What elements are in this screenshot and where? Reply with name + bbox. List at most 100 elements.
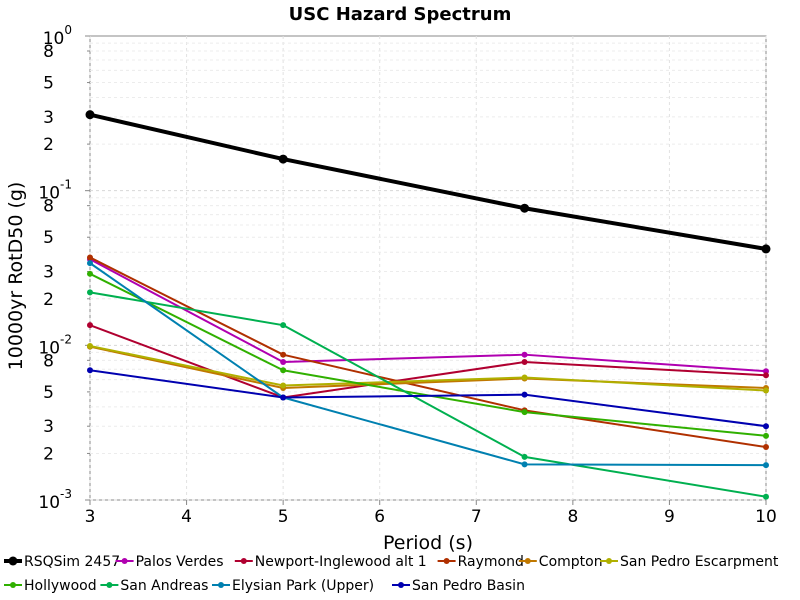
legend-item: San Pedro Basin: [392, 578, 525, 594]
series-line-2: [89, 324, 767, 399]
data-point: [280, 382, 287, 389]
data-point: [87, 254, 93, 261]
data-point: [520, 203, 530, 213]
data-point: [521, 359, 528, 366]
y-minor-tick-label: 3: [43, 108, 54, 128]
data-point: [763, 462, 769, 469]
data-point: [521, 409, 528, 416]
legend-label: San Andreas: [120, 578, 208, 594]
legend-item: RSQSim 2457: [4, 554, 120, 570]
data-point: [521, 374, 528, 381]
y-minor-tick-label: 8: [43, 351, 54, 371]
legend-label: San Pedro Escarpment: [620, 554, 779, 570]
series-layer: [85, 110, 771, 500]
legend-item: Elysian Park (Upper): [212, 578, 374, 594]
data-point: [521, 351, 528, 358]
legend-label: San Pedro Basin: [412, 578, 525, 594]
y-tick-exponent: 0: [64, 23, 72, 37]
y-axis-label: 10000yr RotD50 (g): [5, 182, 27, 371]
legend-marker: [606, 558, 612, 564]
legend-item: San Andreas: [100, 578, 208, 594]
y-tick-exponent: -1: [60, 178, 72, 192]
data-point: [521, 461, 528, 468]
data-point: [280, 367, 287, 374]
legend-marker: [121, 558, 128, 564]
legend-label: Raymond: [458, 554, 524, 570]
y-major-tick-label: 10-3: [38, 487, 72, 513]
data-point: [280, 394, 287, 401]
x-tick-label: 3: [85, 507, 96, 527]
x-tick-label: 8: [567, 507, 578, 527]
chart-title: USC Hazard Spectrum: [289, 4, 512, 25]
y-tick-base: 10: [38, 493, 60, 513]
legend-item: Hollywood: [4, 578, 97, 594]
data-point: [278, 154, 288, 164]
y-minor-tick-label: 5: [43, 74, 54, 94]
y-minor-tick-label: 3: [43, 263, 54, 283]
data-point: [521, 391, 528, 398]
data-point: [87, 322, 93, 329]
y-tick-base: 10: [38, 338, 60, 358]
y-major-tick-label: 10-1: [38, 178, 72, 204]
y-minor-tick-label: 5: [43, 383, 54, 403]
legend-item: San Pedro Escarpment: [600, 554, 779, 570]
x-axis-ticks: 3 4 5 6 7 8 9 10: [85, 500, 777, 527]
legend-marker: [524, 558, 531, 564]
x-tick-label: 4: [181, 507, 192, 527]
data-point: [280, 351, 287, 358]
legend-marker: [398, 582, 404, 588]
legend-label: Compton: [539, 554, 603, 570]
y-minor-tick-label: 2: [43, 290, 54, 310]
data-point: [87, 343, 93, 350]
series-line-7: [89, 291, 767, 498]
y-tick-base: 10: [43, 29, 65, 49]
x-tick-label: 5: [278, 507, 289, 527]
y-minor-tick-label: 3: [43, 417, 54, 437]
y-minor-tick-label: 2: [43, 135, 54, 155]
data-point: [763, 493, 769, 500]
grid-lines: [89, 36, 767, 501]
y-minor-tick-label: 2: [43, 444, 54, 464]
data-point: [280, 322, 287, 329]
legend-marker: [106, 582, 113, 588]
series-line-8: [89, 262, 767, 467]
x-tick-label: 10: [755, 507, 777, 527]
legend-marker: [8, 556, 18, 566]
x-tick-label: 7: [471, 507, 482, 527]
data-point: [87, 367, 93, 374]
data-point: [280, 359, 287, 366]
legend-marker: [10, 582, 16, 588]
legend-label: Elysian Park (Upper): [232, 578, 374, 594]
x-tick-label: 9: [664, 507, 675, 527]
y-minor-tick-label: 8: [43, 197, 54, 217]
data-point: [521, 453, 528, 460]
data-point: [87, 260, 93, 267]
y-tick-exponent: -2: [60, 332, 72, 346]
legend-marker: [443, 558, 450, 564]
legend-item: Newport-Inglewood alt 1: [234, 554, 427, 570]
legend-item: Raymond: [437, 554, 524, 570]
legend-item: Compton: [518, 554, 603, 570]
series-line-0: [89, 112, 767, 251]
data-point: [87, 270, 93, 277]
data-point: [761, 244, 771, 254]
y-major-tick-label: 10-2: [38, 332, 72, 358]
y-minor-tick-label: 8: [43, 42, 54, 62]
y-major-tick-label: 100: [43, 23, 72, 49]
x-tick-label: 6: [374, 507, 385, 527]
y-tick-exponent: -3: [60, 487, 72, 501]
series-line-9: [89, 369, 767, 428]
y-minor-tick-label: 5: [43, 228, 54, 248]
legend-label: Newport-Inglewood alt 1: [255, 554, 427, 570]
data-point: [763, 423, 769, 430]
legend: RSQSim 2457 Palos Verdes Newport-Inglewood…: [4, 554, 779, 594]
legend-item: Palos Verdes: [115, 554, 224, 570]
data-point: [763, 444, 769, 451]
x-axis-label: Period (s): [383, 532, 473, 554]
data-point: [85, 110, 95, 120]
data-point: [763, 372, 769, 379]
series-line-5: [89, 345, 767, 392]
legend-label: RSQSim 2457: [24, 554, 120, 570]
legend-marker: [240, 558, 247, 564]
data-point: [763, 432, 769, 439]
